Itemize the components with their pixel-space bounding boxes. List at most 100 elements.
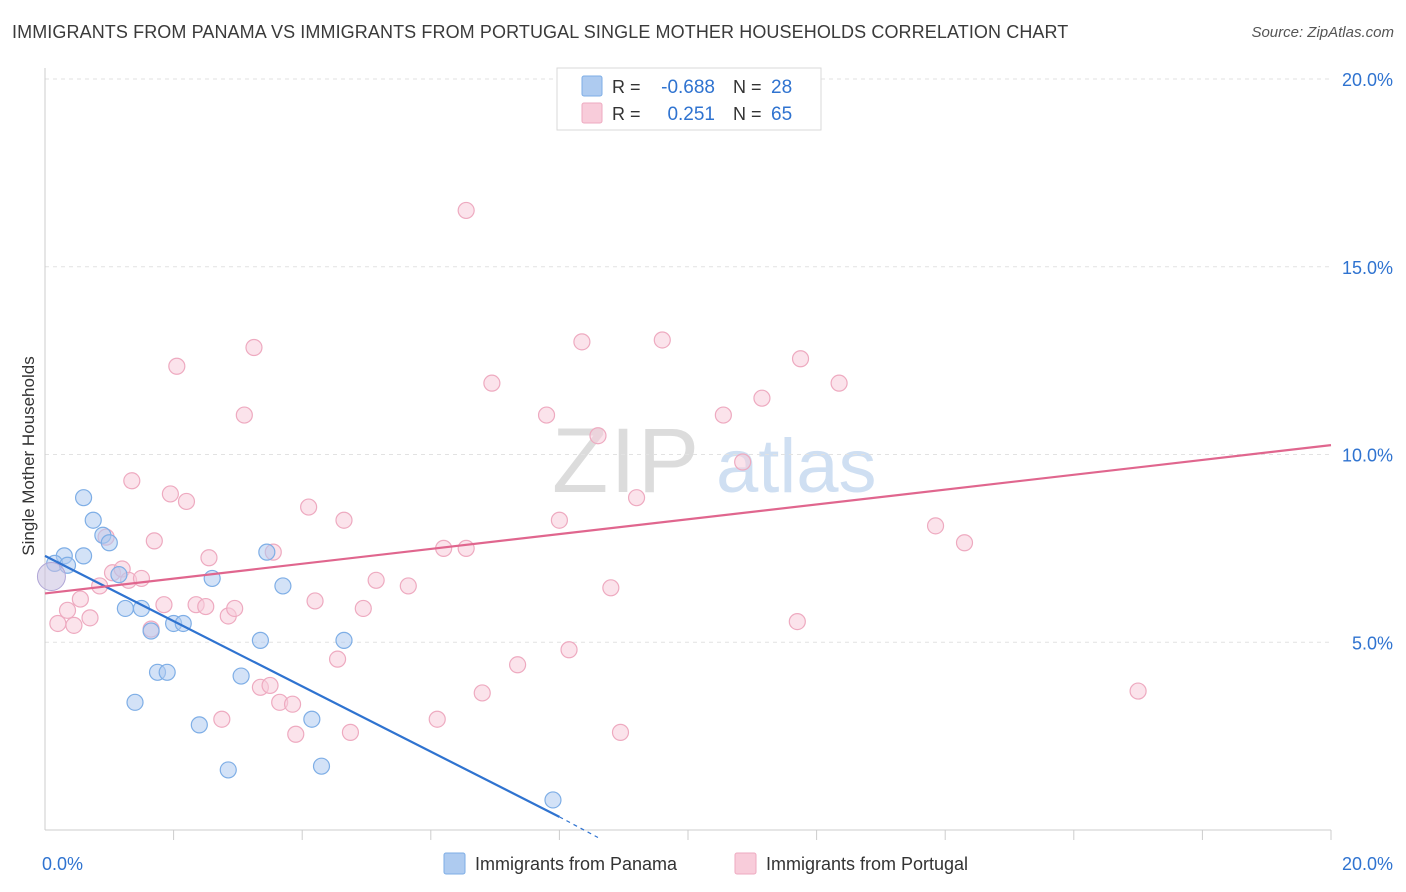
portugal-point-10 bbox=[123, 472, 141, 490]
portugal-point-56 bbox=[714, 406, 732, 424]
portugal-point-31 bbox=[287, 725, 305, 743]
portugal-point-51 bbox=[589, 427, 607, 445]
panama-point-23 bbox=[274, 577, 292, 595]
panama-point-8 bbox=[110, 566, 128, 584]
panama-point-27 bbox=[544, 791, 562, 809]
portugal-point-45 bbox=[483, 374, 501, 392]
legend-r-value-portugal: 0.251 bbox=[667, 104, 715, 125]
panama-point-21 bbox=[251, 631, 270, 649]
legend-n-value-portugal: 65 bbox=[771, 104, 792, 125]
portugal-point-33 bbox=[306, 592, 324, 610]
portugal-point-61 bbox=[830, 374, 848, 392]
panama-point-9 bbox=[116, 599, 134, 618]
portugal-point-49 bbox=[560, 641, 578, 659]
panama-point-26 bbox=[335, 631, 353, 649]
axes bbox=[44, 68, 1332, 840]
portugal-point-50 bbox=[573, 333, 591, 351]
panama-point-22 bbox=[258, 543, 276, 561]
panama-point-25 bbox=[312, 757, 331, 775]
panama-point-19 bbox=[219, 761, 237, 779]
portugal-point-60 bbox=[791, 350, 810, 368]
portugal-point-14 bbox=[155, 596, 173, 614]
y-axis-label: Single Mother Households bbox=[19, 356, 38, 555]
portugal-point-44 bbox=[473, 684, 491, 702]
y-tick-label-2: 15.0% bbox=[1342, 258, 1393, 278]
portugal-point-64 bbox=[1129, 682, 1147, 700]
portugal-point-25 bbox=[245, 338, 263, 357]
x-tick-label-0: 0.0% bbox=[42, 854, 83, 874]
series-legend-label-portugal: Immigrants from Portugal bbox=[766, 854, 968, 874]
portugal-point-32 bbox=[300, 498, 318, 516]
portugal-point-43 bbox=[457, 201, 475, 220]
portugal-point-58 bbox=[753, 389, 771, 407]
portugal-point-21 bbox=[213, 710, 231, 728]
portugal-point-57 bbox=[734, 453, 752, 471]
y-tick-label-0: 5.0% bbox=[1352, 633, 1393, 653]
portugal-point-20 bbox=[200, 549, 218, 567]
portugal-point-36 bbox=[341, 723, 360, 741]
portugal-point-46 bbox=[509, 656, 527, 674]
portugal-point-23 bbox=[226, 599, 244, 618]
legend-r-label-panama: R = bbox=[612, 77, 641, 97]
legend-n-label-panama: N = bbox=[733, 77, 762, 97]
chart-title: IMMIGRANTS FROM PANAMA VS IMMIGRANTS FRO… bbox=[12, 22, 1069, 42]
legend-swatch-panama bbox=[581, 75, 603, 97]
panama-trend-line bbox=[44, 554, 560, 818]
y-tick-label-1: 10.0% bbox=[1342, 446, 1393, 466]
portugal-point-34 bbox=[328, 650, 347, 668]
portugal-point-53 bbox=[611, 723, 630, 741]
portugal-point-40 bbox=[428, 710, 446, 728]
trend-lines bbox=[44, 444, 1332, 839]
portugal-point-62 bbox=[926, 517, 945, 535]
portugal-point-37 bbox=[354, 599, 372, 618]
portugal-point-48 bbox=[550, 511, 569, 529]
portugal-point-27 bbox=[261, 676, 279, 695]
portugal-point-15 bbox=[161, 485, 179, 503]
gridlines bbox=[45, 78, 1331, 643]
portugal-point-13 bbox=[145, 532, 163, 550]
portugal-point-19 bbox=[197, 597, 215, 616]
portugal-point-17 bbox=[177, 492, 196, 511]
portugal-point-16 bbox=[168, 357, 186, 375]
panama-points bbox=[36, 489, 562, 809]
portugal-point-52 bbox=[602, 579, 620, 597]
y-tick-label-3: 20.0% bbox=[1342, 70, 1393, 90]
watermark: ZIP atlas bbox=[552, 410, 877, 512]
portugal-point-59 bbox=[788, 612, 806, 631]
portugal-point-1 bbox=[58, 601, 77, 619]
legend-n-label-portugal: N = bbox=[733, 104, 762, 124]
portugal-trend-line bbox=[44, 444, 1332, 595]
portugal-point-55 bbox=[653, 331, 671, 349]
portugal-point-35 bbox=[335, 511, 353, 529]
correlation-legend: R = -0.688 N = 28 R = 0.251 N = 65 bbox=[556, 67, 822, 131]
series-legend-swatch-portugal bbox=[734, 852, 757, 875]
panama-point-17 bbox=[190, 716, 208, 734]
portugal-point-2 bbox=[65, 616, 83, 634]
panama-point-3 bbox=[74, 547, 93, 565]
portugal-point-63 bbox=[955, 534, 974, 552]
panama-point-5 bbox=[84, 511, 102, 529]
panama-point-24 bbox=[303, 710, 321, 728]
panama-point-16 bbox=[126, 693, 144, 711]
portugal-point-4 bbox=[81, 609, 99, 627]
panama-point-cluster bbox=[36, 562, 66, 592]
portugal-point-38 bbox=[367, 571, 385, 589]
portugal-point-54 bbox=[627, 489, 646, 507]
panama-point-4 bbox=[74, 489, 93, 507]
series-legend: Immigrants from Panama Immigrants from P… bbox=[443, 852, 968, 875]
series-legend-label-panama: Immigrants from Panama bbox=[475, 854, 678, 874]
watermark-zip: ZIP bbox=[552, 410, 701, 512]
legend-r-label-portugal: R = bbox=[612, 104, 641, 124]
panama-point-11 bbox=[142, 622, 160, 640]
x-tick-label-1: 20.0% bbox=[1342, 854, 1393, 874]
portugal-point-3 bbox=[71, 590, 89, 608]
portugal-point-39 bbox=[399, 577, 417, 595]
x-tick-labels: 0.0% 20.0% bbox=[42, 854, 1393, 874]
legend-swatch-portugal bbox=[581, 102, 603, 124]
chart-source: Source: ZipAtlas.com bbox=[1251, 24, 1394, 41]
panama-point-20 bbox=[232, 667, 250, 685]
panama-point-7 bbox=[100, 534, 118, 552]
portugal-point-30 bbox=[283, 695, 302, 713]
portugal-point-47 bbox=[537, 406, 556, 424]
